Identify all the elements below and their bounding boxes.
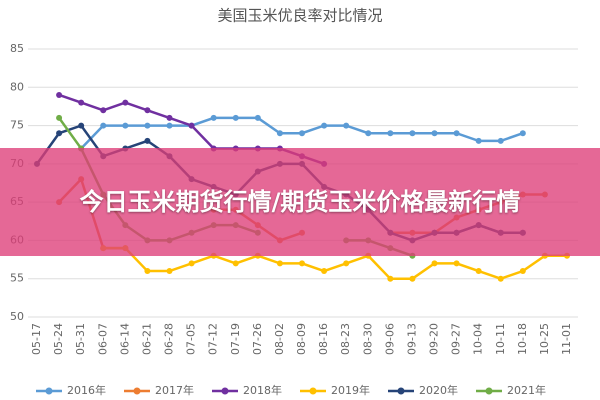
series-line	[103, 246, 567, 281]
point	[453, 260, 460, 267]
x-tick-label: 08-30	[361, 323, 374, 355]
chart-title: 美国玉米优良率对比情况	[217, 7, 382, 25]
legend-marker	[309, 387, 317, 395]
point	[475, 137, 482, 144]
point	[276, 130, 283, 137]
x-tick-label: 10-04	[472, 323, 485, 355]
point	[343, 122, 350, 129]
point	[343, 260, 350, 267]
x-tick-label: 06-07	[96, 323, 109, 355]
y-tick-label: 55	[10, 272, 24, 285]
point	[409, 130, 416, 137]
point	[78, 122, 85, 129]
point	[166, 114, 173, 121]
x-tick-label: 08-09	[295, 323, 308, 355]
legend-label: 2021年	[507, 383, 546, 397]
x-tick-label: 09-20	[428, 323, 441, 355]
legend-marker	[397, 387, 405, 395]
x-tick-label: 06-14	[118, 323, 131, 355]
legend-marker	[485, 387, 493, 395]
y-tick-label: 80	[10, 80, 24, 93]
point	[144, 122, 151, 129]
point	[100, 107, 107, 114]
point	[321, 268, 328, 275]
x-tick-label: 07-05	[185, 323, 198, 355]
point	[276, 260, 283, 267]
point	[254, 114, 261, 121]
point	[497, 137, 504, 144]
point	[431, 260, 438, 267]
point	[210, 114, 217, 121]
point	[387, 130, 394, 137]
x-tick-label: 09-06	[383, 323, 396, 355]
y-tick-label: 85	[10, 42, 24, 55]
point	[453, 130, 460, 137]
legend-marker	[45, 387, 53, 395]
point	[299, 130, 305, 137]
point	[409, 275, 416, 282]
point	[188, 122, 195, 129]
point	[122, 122, 129, 129]
x-tick-label: 08-02	[273, 323, 286, 355]
point	[497, 275, 504, 282]
point	[232, 260, 239, 267]
y-tick-label: 50	[10, 310, 24, 323]
point	[144, 107, 151, 114]
x-tick-label: 09-27	[450, 323, 463, 355]
legend-label: 2019年	[331, 383, 370, 397]
x-tick-label: 11-01	[560, 323, 573, 355]
point	[431, 130, 438, 137]
x-tick-label: 10-18	[516, 323, 529, 355]
x-tick-label: 06-21	[140, 323, 153, 355]
point	[188, 260, 195, 267]
point	[144, 268, 151, 275]
x-tick-label: 05-24	[52, 323, 65, 355]
banner: 今日玉米期货行情/期货玉米价格最新行情	[0, 148, 600, 256]
x-tick-label: 06-28	[163, 323, 176, 355]
legend-label: 2017年	[155, 383, 194, 397]
x-tick-label: 08-16	[317, 323, 330, 355]
point	[387, 275, 394, 282]
x-tick-label: 10-25	[538, 323, 551, 355]
point	[144, 137, 151, 144]
point	[519, 268, 526, 275]
point	[56, 130, 63, 137]
x-tick-label: 07-19	[229, 323, 242, 355]
point	[56, 91, 63, 98]
x-tick-label: 07-26	[251, 323, 264, 355]
x-tick-label: 05-31	[74, 323, 87, 355]
legend-label: 2016年	[67, 383, 106, 397]
x-tick-label: 07-12	[207, 323, 220, 355]
point	[166, 122, 173, 129]
point	[365, 130, 372, 137]
x-tick-label: 05-17	[30, 323, 43, 355]
point	[321, 122, 328, 129]
point	[299, 260, 305, 267]
point	[232, 114, 239, 121]
point	[78, 99, 85, 106]
point	[475, 268, 482, 275]
y-tick-label: 75	[10, 119, 24, 132]
banner-text: 今日玉米期货行情/期货玉米价格最新行情	[79, 188, 521, 216]
point	[56, 114, 63, 121]
point	[100, 122, 107, 129]
x-tick-label: 10-11	[494, 323, 507, 355]
x-tick-label: 09-13	[405, 323, 418, 355]
legend-label: 2018年	[243, 383, 282, 397]
legend-label: 2020年	[419, 383, 458, 397]
legend-marker	[133, 387, 141, 395]
point	[166, 268, 173, 275]
legend-marker	[221, 387, 229, 395]
x-tick-label: 08-23	[339, 323, 352, 355]
point	[519, 130, 526, 137]
point	[122, 99, 129, 106]
